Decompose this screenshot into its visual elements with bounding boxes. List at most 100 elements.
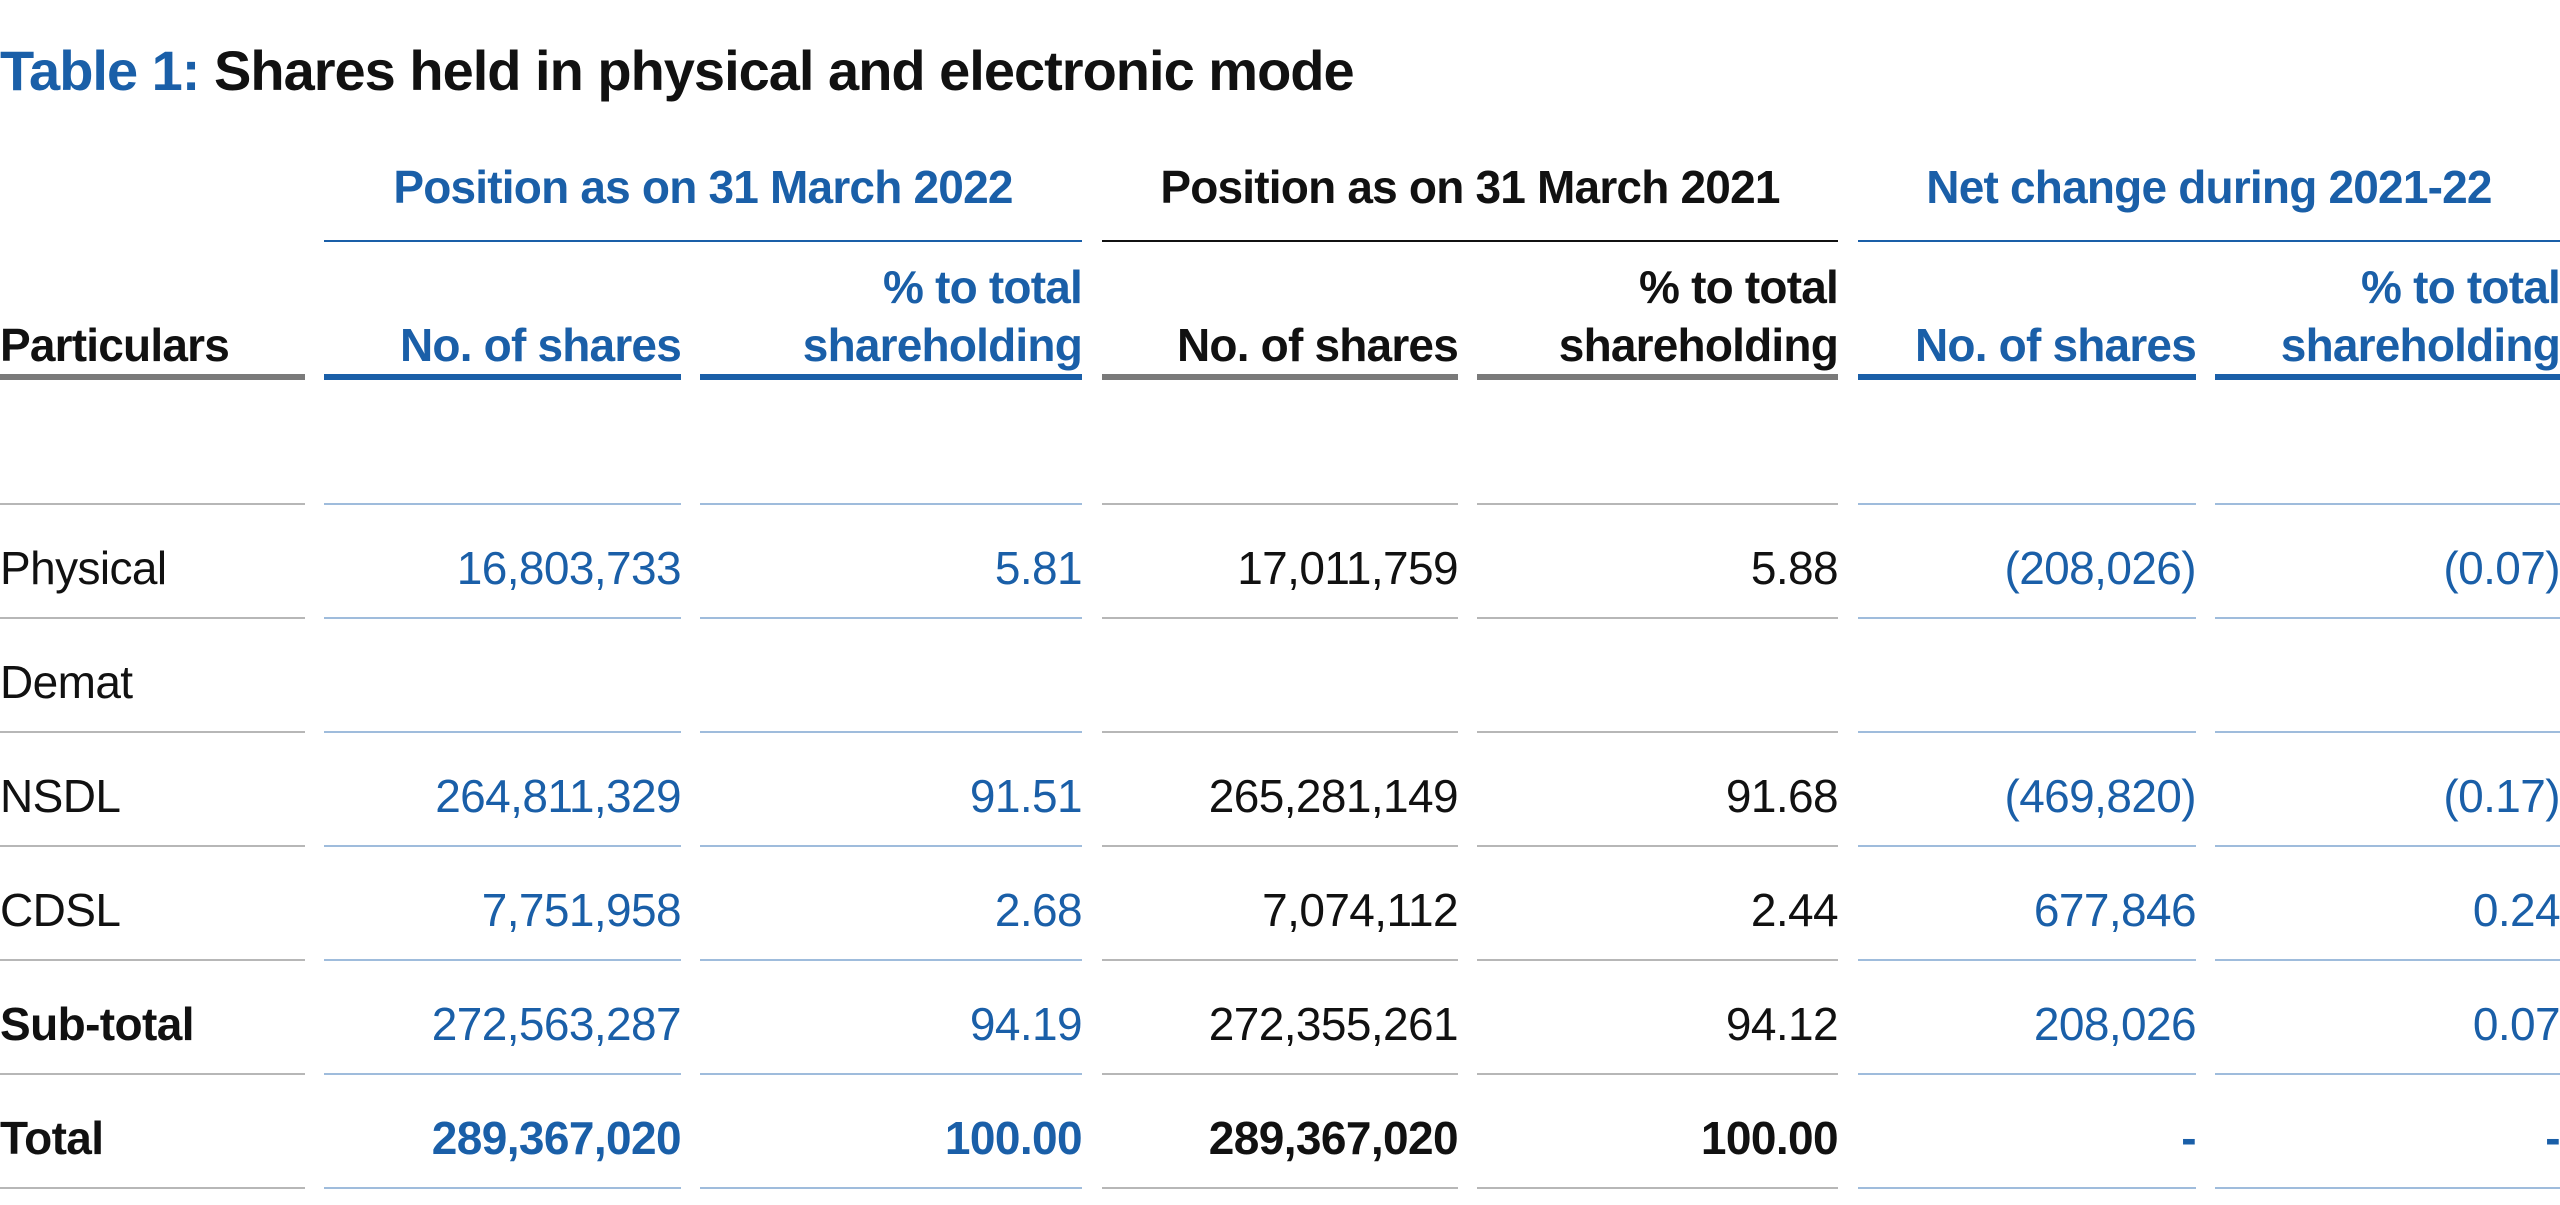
cell-shares-net: (469,820) — [2004, 770, 2196, 822]
row-divider — [0, 731, 305, 733]
cell-shares-2022: 272,563,287 — [431, 998, 682, 1050]
cell-shares-2021: 289,367,020 — [1208, 1112, 1459, 1164]
cell-shares-2021: 7,074,112 — [1262, 884, 1458, 936]
row-divider — [700, 959, 1082, 961]
row-divider — [1858, 1073, 2196, 1075]
cell-pct-net: 0.07 — [2472, 998, 2560, 1050]
group-header-2022: Position as on 31 March 2022 — [324, 160, 1082, 242]
cell-pct-2021: 2.44 — [1750, 884, 1839, 936]
row-divider — [324, 845, 681, 847]
cell-pct-2021 — [1477, 626, 1838, 738]
row-divider — [1102, 503, 1458, 505]
cell-shares-2021: 265,281,149 — [1208, 770, 1459, 822]
row-divider — [1858, 845, 2196, 847]
cell-pct-2022: 5.81 — [994, 542, 1083, 594]
row-divider — [1102, 959, 1458, 961]
row-label-nsdl: NSDL — [0, 770, 121, 822]
cell-shares-2022: 7,751,958 — [481, 884, 682, 936]
column-header-particulars: Particulars — [0, 258, 305, 380]
table-number: Table 1: — [0, 39, 200, 102]
column-header-shares-net: No. of shares — [1858, 258, 2197, 380]
cell-pct-2021: 100.00 — [1700, 1112, 1839, 1164]
row-divider — [1858, 1187, 2196, 1189]
row-divider — [324, 731, 681, 733]
row-divider — [700, 731, 1082, 733]
row-divider — [0, 959, 305, 961]
row-divider — [1858, 959, 2196, 961]
cell-pct-net: (0.07) — [2443, 542, 2560, 594]
cell-shares-2021: 17,011,759 — [1237, 542, 1458, 594]
cell-shares-net: 208,026 — [2033, 998, 2197, 1050]
column-header-pct-2021: % to total shareholding — [1477, 258, 1839, 380]
row-divider — [700, 503, 1082, 505]
row-divider — [2215, 845, 2560, 847]
cell-shares-net: 677,846 — [2033, 884, 2197, 936]
row-divider — [1102, 617, 1458, 619]
row-divider — [324, 1187, 681, 1189]
row-divider — [1477, 1187, 1838, 1189]
row-divider — [1858, 617, 2196, 619]
row-divider — [1477, 1073, 1838, 1075]
cell-pct-2021: 5.88 — [1750, 542, 1839, 594]
table-caption: Shares held in physical and electronic m… — [214, 39, 1355, 102]
row-divider — [2215, 1187, 2560, 1189]
row-divider — [1477, 959, 1838, 961]
cell-pct-net — [2215, 626, 2560, 738]
row-divider — [0, 1187, 305, 1189]
cell-pct-2022: 100.00 — [944, 1112, 1083, 1164]
row-divider — [324, 503, 681, 505]
cell-pct-2022 — [700, 626, 1082, 738]
row-divider — [324, 959, 681, 961]
row-divider — [1102, 731, 1458, 733]
row-divider — [700, 1187, 1082, 1189]
cell-pct-net: - — [2545, 1112, 2560, 1164]
row-divider — [2215, 617, 2560, 619]
row-label-physical: Physical — [0, 542, 167, 594]
cell-pct-net: (0.17) — [2443, 770, 2560, 822]
cell-shares-2021 — [1102, 626, 1458, 738]
column-header-shares-2021: No. of shares — [1102, 258, 1459, 380]
row-label-demat: Demat — [0, 656, 133, 708]
cell-pct-2022: 94.19 — [969, 998, 1083, 1050]
row-divider — [0, 1073, 305, 1075]
cell-pct-net: 0.24 — [2472, 884, 2560, 936]
row-divider — [1102, 1073, 1458, 1075]
cell-shares-2022: 289,367,020 — [431, 1112, 682, 1164]
row-divider — [2215, 731, 2560, 733]
row-divider — [700, 617, 1082, 619]
row-divider — [1477, 731, 1838, 733]
cell-shares-2022 — [324, 626, 681, 738]
row-divider — [1858, 503, 2196, 505]
cell-pct-2021: 94.12 — [1725, 998, 1839, 1050]
group-header-2021: Position as on 31 March 2021 — [1102, 160, 1838, 242]
column-header-pct-2022: % to total shareholding — [700, 258, 1083, 380]
group-header-net-change: Net change during 2021-22 — [1858, 160, 2560, 242]
cell-shares-2022: 264,811,329 — [435, 770, 681, 822]
cell-shares-2022: 16,803,733 — [456, 542, 682, 594]
row-divider — [1102, 1187, 1458, 1189]
row-divider — [324, 1073, 681, 1075]
row-divider — [1102, 845, 1458, 847]
row-divider — [2215, 959, 2560, 961]
row-divider — [2215, 503, 2560, 505]
row-divider — [2215, 1073, 2560, 1075]
row-label-sub-total: Sub-total — [0, 998, 195, 1050]
row-divider — [0, 503, 305, 505]
row-divider — [324, 617, 681, 619]
cell-shares-2021: 272,355,261 — [1208, 998, 1459, 1050]
cell-shares-net: (208,026) — [2004, 542, 2196, 594]
cell-pct-2021: 91.68 — [1725, 770, 1839, 822]
row-label-total: Total — [0, 1112, 104, 1164]
row-divider — [1858, 731, 2196, 733]
cell-shares-net: - — [2181, 1112, 2196, 1164]
row-divider — [0, 617, 305, 619]
row-divider — [0, 845, 305, 847]
cell-shares-net — [1858, 626, 2196, 738]
row-divider — [1477, 617, 1838, 619]
column-header-shares-2022: No. of shares — [324, 258, 682, 380]
row-divider — [1477, 503, 1838, 505]
cell-pct-2022: 2.68 — [994, 884, 1083, 936]
column-header-pct-net: % to total shareholding — [2215, 258, 2560, 380]
row-label-cdsl: CDSL — [0, 884, 121, 936]
row-divider — [700, 845, 1082, 847]
